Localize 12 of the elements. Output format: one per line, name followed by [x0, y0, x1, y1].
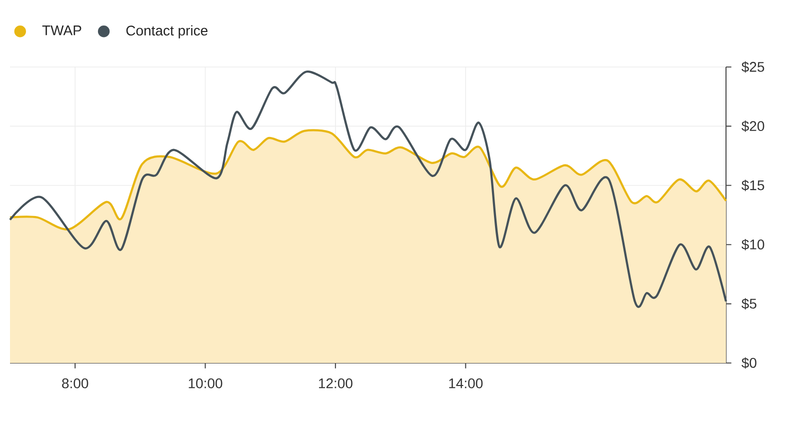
x-tick-label: 8:00 [62, 378, 88, 388]
y-tick-label: $0 [742, 357, 756, 369]
x-tick-label: 14:00 [449, 378, 483, 388]
x-tick-label: 10:00 [188, 378, 222, 388]
y-tick-label: $5 [742, 298, 756, 310]
legend-label: TWAP [42, 26, 82, 36]
y-tick-label: $10 [742, 238, 764, 250]
y-tick-label: $15 [742, 180, 764, 192]
y-tick-label: $25 [742, 61, 764, 73]
legend-label: Contact price [126, 25, 208, 38]
x-tick-label: 12:00 [319, 378, 352, 388]
y-tick-label: $20 [742, 120, 764, 132]
